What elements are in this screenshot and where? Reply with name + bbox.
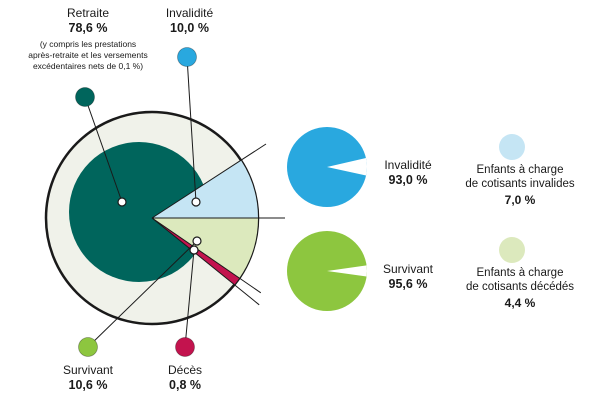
deces-name: Décès bbox=[167, 363, 202, 377]
survivant-label: Survivant 10,6 % bbox=[18, 363, 158, 394]
survivant-name: Survivant bbox=[62, 363, 114, 377]
survivant-dot bbox=[78, 337, 98, 357]
survivant-sub-pct: 95,6 % bbox=[388, 277, 428, 291]
marker-survivant bbox=[192, 236, 202, 246]
enfants-invalides-pct: 7,0 % bbox=[504, 192, 536, 207]
marker-deces bbox=[189, 245, 199, 255]
invalidite-name: Invalidité bbox=[165, 6, 214, 20]
invalidite-sub-label: Invalidité 93,0 % bbox=[366, 158, 450, 189]
invalidite-dot bbox=[177, 47, 197, 67]
invalidite-sub-pct: 93,0 % bbox=[388, 173, 428, 187]
survivant-pct: 10,6 % bbox=[68, 378, 108, 392]
wedge-line-lower-2 bbox=[151, 217, 260, 306]
survivant-slice bbox=[152, 218, 258, 278]
connector-deces bbox=[184, 249, 195, 348]
enfants-decedes-circle bbox=[499, 237, 525, 263]
deces-pct: 0,8 % bbox=[169, 378, 201, 392]
marker-retraite bbox=[117, 197, 127, 207]
enfants-invalides-label: Enfants à charge de cotisants invalides … bbox=[438, 163, 602, 208]
retraite-pct: 78,6 % bbox=[68, 21, 108, 35]
connector-retraite bbox=[84, 96, 123, 203]
connector-invalidite bbox=[186, 56, 197, 203]
retraite-label: Retraite 78,6 % (y compris les prestatio… bbox=[18, 6, 158, 72]
deces-dot bbox=[175, 337, 195, 357]
invalidite-label: Invalidité 10,0 % bbox=[132, 6, 247, 37]
deces-label: Décès 0,8 % bbox=[127, 363, 243, 394]
survivant-sub-name: Survivant bbox=[382, 262, 434, 276]
retraite-name: Retraite bbox=[66, 6, 110, 20]
wedge-line-lower-1 bbox=[151, 217, 262, 294]
retraite-dot bbox=[75, 87, 95, 107]
enfants-decedes-pct: 4,4 % bbox=[504, 295, 536, 310]
survivant-sub-label: Survivant 95,6 % bbox=[366, 262, 450, 293]
connector-survivant bbox=[87, 240, 198, 348]
survivant-sub-pie-notch bbox=[327, 265, 367, 277]
invalidite-slice bbox=[152, 160, 258, 218]
wedge-line-upper bbox=[151, 143, 267, 219]
enfants-invalides-circle bbox=[499, 134, 525, 160]
invalidite-sub-name: Invalidité bbox=[384, 158, 432, 172]
marker-invalidite bbox=[191, 197, 201, 207]
retraite-slice bbox=[69, 142, 209, 282]
retraite-note: (y compris les prestations après-retrait… bbox=[28, 38, 148, 71]
enfants-decedes-label: Enfants à charge de cotisants décédés 4,… bbox=[438, 266, 602, 311]
invalidite-pct: 10,0 % bbox=[170, 21, 209, 35]
invalidite-sub-pie-notch bbox=[327, 158, 368, 176]
